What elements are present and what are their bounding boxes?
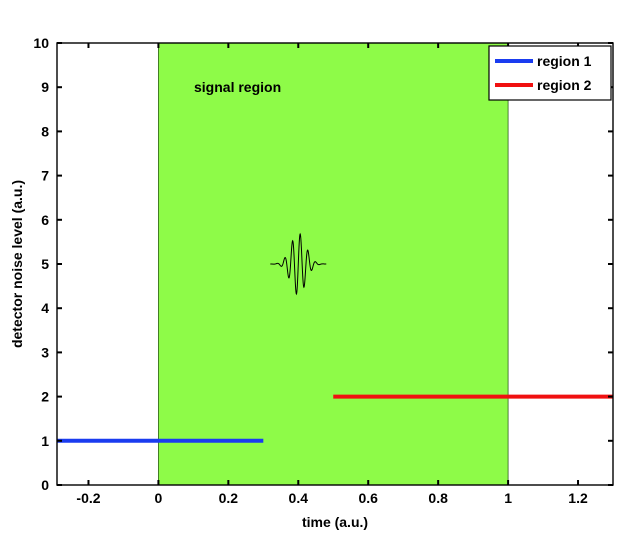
y-tick-label: 1 (41, 433, 49, 449)
y-tick-label: 10 (33, 35, 49, 51)
y-tick-label: 6 (41, 212, 49, 228)
x-tick-label: 1 (504, 490, 512, 506)
y-tick-label: 0 (41, 477, 49, 493)
legend-label-2: region 2 (537, 77, 592, 93)
x-tick-label: 0.4 (289, 490, 309, 506)
wavelet-layer (270, 232, 327, 296)
x-tick-label: 0.2 (219, 490, 239, 506)
legend: region 1 region 2 (488, 45, 612, 101)
y-axis-title: detector noise level (a.u.) (9, 180, 25, 348)
y-tick-label: 5 (41, 256, 49, 272)
x-tick-label: -0.2 (76, 490, 100, 506)
signal-region-layer (158, 42, 509, 486)
y-tick-label: 4 (41, 300, 49, 316)
signal-region-rect (158, 42, 509, 486)
x-tick-label: 0.6 (358, 490, 378, 506)
ticks-layer: -0.2 0 0.2 0.4 0.6 0.8 1 1.2 0 1 2 3 4 5 6 7 8 9 10 (33, 35, 613, 506)
x-tick-label: 0 (155, 490, 163, 506)
x-tick-label: 0.8 (428, 490, 448, 506)
series-layer (57, 394, 613, 443)
x-axis-title: time (a.u.) (302, 514, 368, 530)
y-tick-label: 2 (41, 389, 49, 405)
y-tick-label: 3 (41, 344, 49, 360)
legend-box (488, 45, 612, 101)
y-tick-label: 7 (41, 168, 49, 184)
legend-label-1: region 1 (537, 53, 592, 69)
x-tick-label: 1.2 (568, 490, 588, 506)
y-tick-label: 9 (41, 79, 49, 95)
y-tick-label: 8 (41, 123, 49, 139)
signal-region-label: signal region (194, 79, 281, 95)
wavelet-burst (270, 232, 327, 296)
